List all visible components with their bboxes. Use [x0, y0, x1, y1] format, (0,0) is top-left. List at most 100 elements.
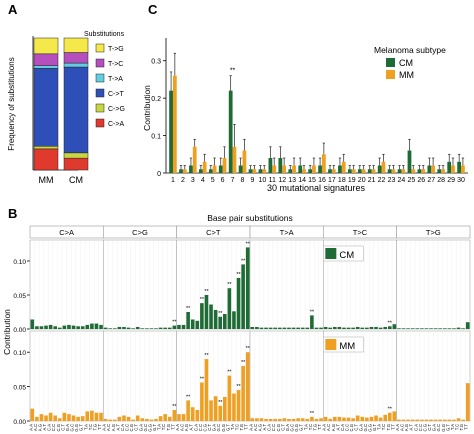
panel-c-bar-mm-sig-10	[262, 169, 267, 173]
panel-b-bar-cm	[168, 327, 172, 329]
panel-b-bar-mm	[461, 419, 465, 421]
panel-c-x-tick-label: 12	[278, 177, 286, 184]
panel-b-bar-cm	[273, 327, 277, 329]
panel-b-bar-cm	[392, 324, 397, 329]
panel-b-context-label: G.T	[79, 424, 84, 431]
panel-b-legend-label: CM	[339, 250, 354, 261]
panel-b-bar-mm	[163, 414, 167, 421]
panel-c-bar-cm-sig-22	[377, 165, 382, 173]
panel-c-x-tick-label: 17	[328, 177, 336, 184]
panel-b-context-label: T.C	[381, 424, 386, 430]
panel-c-x-tick-label: 1	[171, 177, 175, 184]
panel-b-context-label: G.C	[216, 424, 221, 431]
panel-b-context-label: C.A	[120, 424, 125, 431]
panel-c-bar-cm-sig-8	[238, 165, 243, 173]
panel-b-bar-cm	[204, 295, 209, 329]
panel-a-x-tick-label: CM	[69, 175, 83, 185]
panel-b-bar-cm	[190, 319, 195, 329]
panel-c-legend-swatch-cm	[386, 58, 395, 67]
panel-c-bar-cm-sig-2	[179, 169, 183, 173]
panel-b-bar-cm	[241, 264, 245, 329]
panel-b-bar-cm	[360, 327, 365, 329]
panel-b-facet-label: T>A	[280, 228, 294, 237]
panel-b-context-label: A.T	[115, 424, 120, 431]
panel-b-bar-cm	[218, 316, 222, 329]
panel-b-bar-cm	[177, 324, 181, 329]
panel-b-context-label: A.T	[189, 424, 194, 431]
panel-b-bar-cm	[259, 327, 264, 329]
panel-b-context-label: T.G	[166, 424, 171, 431]
panel-c-x-tick-label: 25	[407, 177, 415, 184]
panel-b-bar-cm	[223, 314, 227, 329]
panel-c-bar-cm-sig-27	[427, 165, 432, 173]
panel-b-bar-cm	[401, 328, 406, 329]
panel-b-bar-cm	[388, 326, 392, 329]
panel-b-bar-mm	[158, 416, 163, 421]
panel-b-bar-cm	[145, 328, 149, 329]
panel-b-context-label: C.G	[202, 424, 207, 431]
panel-b-bar-cm	[429, 328, 433, 329]
panel-b-bar-cm	[85, 324, 90, 329]
panel-b-bar-cm	[452, 328, 456, 329]
panel-b-context-label: C.A	[340, 424, 345, 431]
panel-c-bar-cm-sig-25	[407, 150, 412, 173]
panel-b-bar-cm	[397, 328, 401, 329]
panel-c-x-tick-label: 28	[437, 177, 445, 184]
panel-b-bar-mm	[53, 415, 57, 421]
panel-b-context-label: T.G	[459, 424, 464, 431]
panel-b-context-label: C.A	[193, 424, 198, 431]
panel-c-bar-mm-sig-23	[391, 169, 396, 173]
panel-c-bar-cm-sig-1	[169, 90, 173, 173]
panel-b-bar-mm	[287, 418, 291, 421]
panel-b-significance-mark: **	[227, 370, 232, 376]
panel-b-bar-mm	[117, 416, 122, 421]
panel-b-bar-mm	[429, 419, 433, 421]
panel-a-bar-mm-t-to-g	[33, 37, 59, 55]
panel-b-bar-mm	[80, 416, 85, 421]
panel-a-legend-swatch	[95, 88, 105, 98]
panel-b-context-label: A.A	[175, 424, 180, 431]
panel-b-bar-cm	[374, 326, 378, 329]
panel-b-bar-mm	[410, 419, 415, 421]
panel-b-bar-mm	[397, 419, 401, 421]
panel-b-context-label: A.T	[262, 424, 267, 431]
panel-b-bar-mm	[30, 408, 35, 421]
panel-b-bar-cm	[126, 327, 131, 329]
panel-c-bar-mm-sig-21	[371, 169, 376, 173]
panel-c-bar-cm-sig-28	[437, 169, 442, 173]
panel-c-bar-cm-sig-14	[298, 165, 303, 173]
panel-b-bar-cm	[158, 327, 163, 329]
panel-b-bar-mm	[186, 400, 190, 421]
panel-c-bar-mm-sig-3	[192, 146, 197, 173]
panel-b-context-label: C.T	[354, 424, 359, 431]
panel-b-context-label: G.C	[143, 424, 148, 431]
panel-b-context-label: A.C	[326, 424, 331, 431]
panel-b-bar-cm	[278, 327, 282, 329]
panel-b-bar-cm	[135, 326, 140, 329]
panel-c-x-tick-label: 30	[457, 177, 465, 184]
panel-b-context-label: C.T	[207, 424, 212, 431]
panel-b-context-label: A.C	[253, 424, 258, 431]
panel-b-bar-cm	[443, 328, 447, 329]
panel-b-bar-cm	[163, 327, 167, 329]
panel-b-bar-mm	[346, 417, 351, 421]
panel-b-bar-cm	[369, 326, 374, 329]
panel-b-bar-cm	[67, 324, 71, 329]
panel-b-bar-mm	[351, 418, 355, 421]
panel-b-bar-mm	[406, 419, 410, 421]
panel-b-context-label: A.C	[33, 424, 38, 431]
panel-b-context-label: G.C	[363, 424, 368, 431]
panel-b-context-label: G.T	[299, 424, 304, 431]
panel-b-bar-cm	[103, 327, 108, 329]
panel-b-context-label: G.T	[372, 424, 377, 431]
panel-b-context-label: T.C	[88, 424, 93, 430]
panel-b-bar-cm	[415, 328, 420, 329]
panel-a-bar-mm-t-to-a	[33, 65, 59, 69]
panel-b-bar-mm	[108, 419, 112, 421]
panel-b-significance-mark: **	[172, 320, 177, 326]
panel-c-bar-mm-sig-4	[202, 161, 207, 173]
panel-b-context-label: G.G	[147, 424, 152, 432]
panel-b-context-label: C.T	[427, 424, 432, 431]
panel-b-bar-cm	[195, 320, 200, 329]
